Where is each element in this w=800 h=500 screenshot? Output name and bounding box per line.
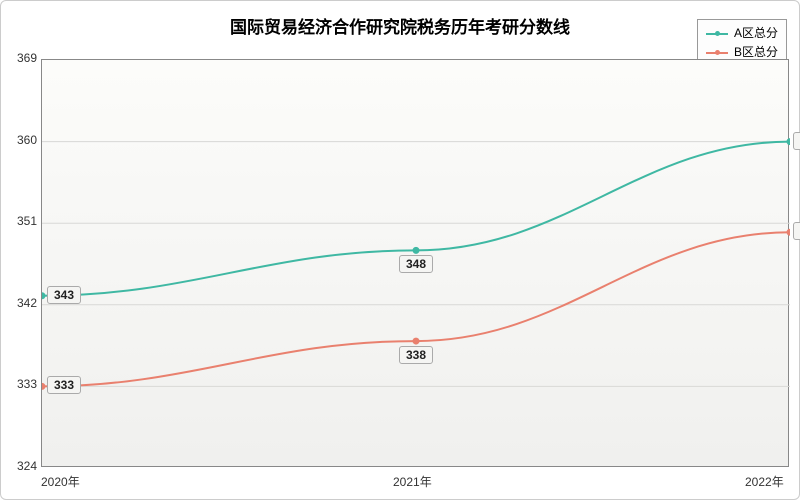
data-label: 343 <box>47 286 81 304</box>
y-tick-label: 351 <box>3 214 37 228</box>
chart-title: 国际贸易经济合作研究院税务历年考研分数线 <box>1 13 799 38</box>
legend-label-a: A区总分 <box>734 24 778 43</box>
x-tick-label: 2022年 <box>745 473 784 490</box>
legend-item-a: A区总分 <box>706 24 778 43</box>
chart-container: 国际贸易经济合作研究院税务历年考研分数线 A区总分 B区总分 324333342… <box>0 0 800 500</box>
legend-swatch-b <box>706 52 728 54</box>
y-tick-label: 333 <box>3 377 37 391</box>
x-tick-label: 2020年 <box>41 473 80 490</box>
data-label: 348 <box>399 255 433 273</box>
y-tick-label: 324 <box>3 459 37 473</box>
y-tick-label: 369 <box>3 51 37 65</box>
x-tick-label: 2021年 <box>393 473 432 490</box>
data-label: 360 <box>793 132 800 150</box>
y-tick-label: 360 <box>3 133 37 147</box>
y-tick-label: 342 <box>3 296 37 310</box>
data-label: 338 <box>399 346 433 364</box>
data-label: 350 <box>793 222 800 240</box>
data-label: 333 <box>47 376 81 394</box>
legend-swatch-a <box>706 33 728 35</box>
